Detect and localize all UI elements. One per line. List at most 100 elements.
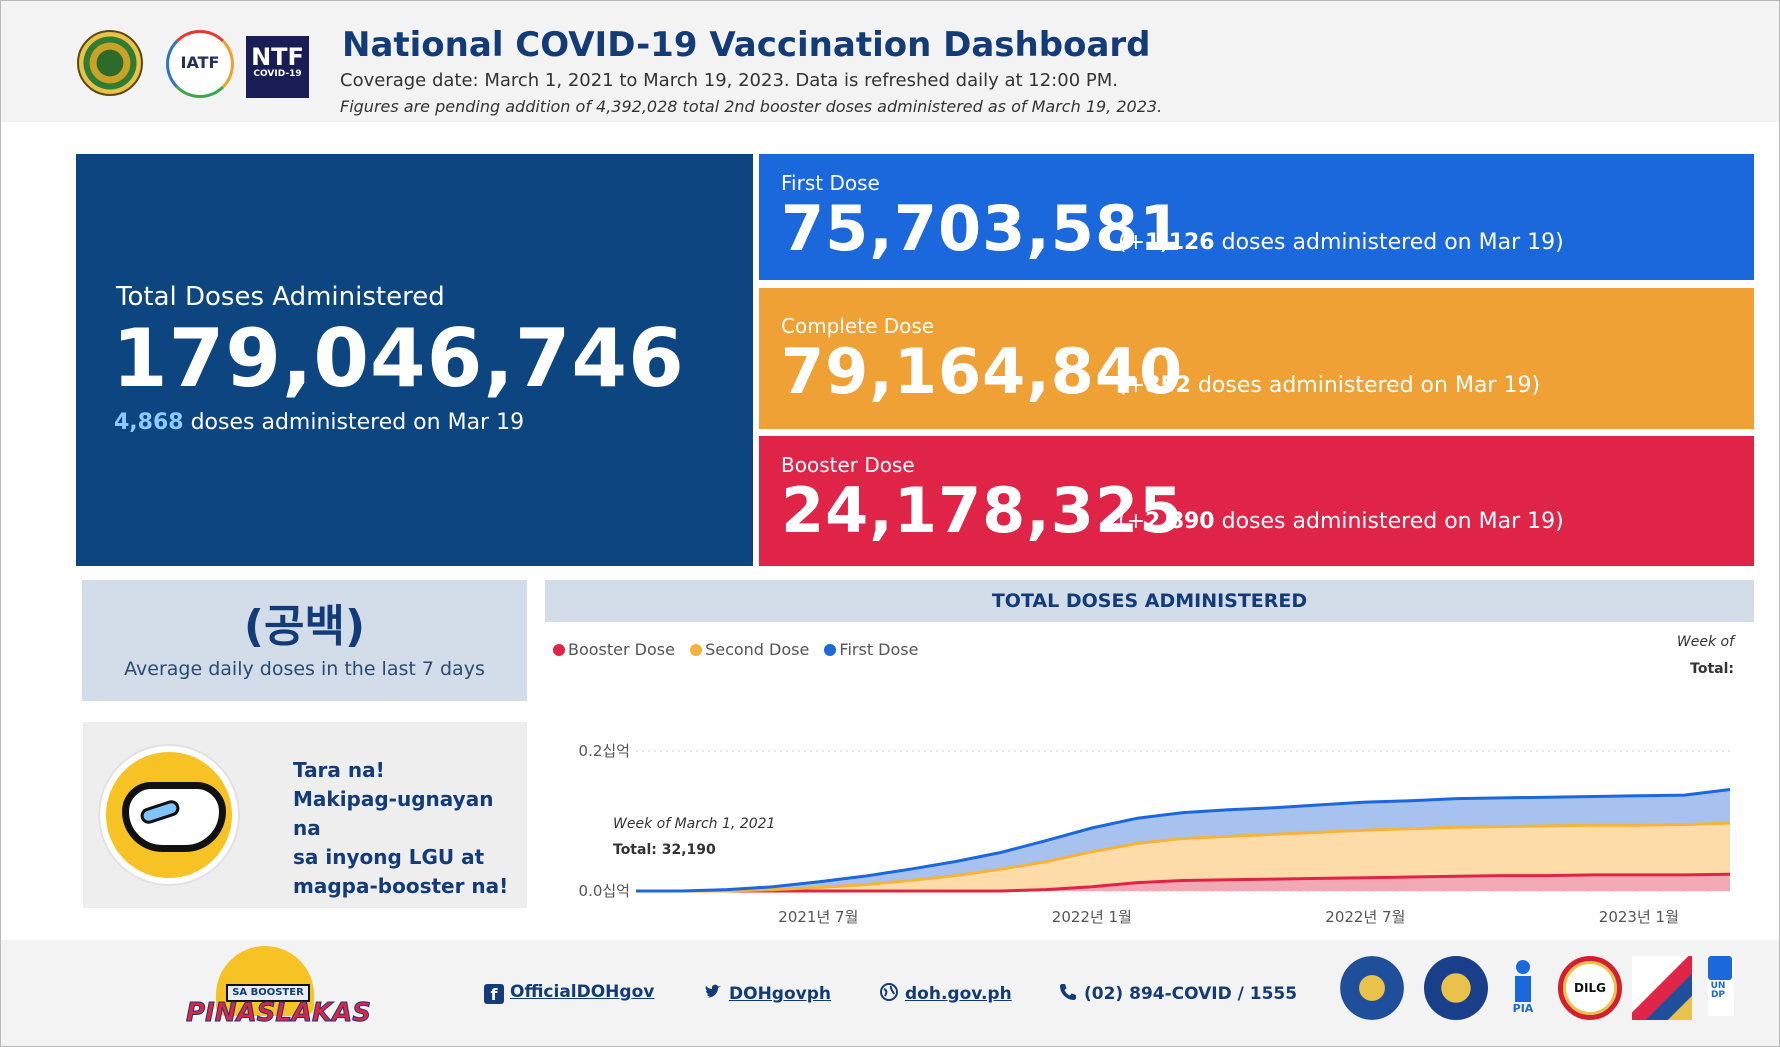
legend-item-second[interactable]: Second Dose (690, 640, 809, 659)
chart-title: TOTAL DOSES ADMINISTERED (545, 580, 1754, 622)
y-tick-label: 0.0십억 (579, 882, 630, 900)
promo-message: Tara na! Makipag-ugnayan na sa inyong LG… (293, 756, 527, 901)
legend-dot-second (690, 644, 703, 656)
total-daily-text: doses administered on Mar 19 (183, 410, 525, 435)
average-daily-value: (공백) (243, 601, 366, 652)
page-title: National COVID-19 Vaccination Dashboard (342, 25, 1151, 65)
second-dose-line (636, 821, 1731, 893)
complete-dose-value: 79,164,840 (781, 335, 1184, 408)
total-daily-doses: 4,868 doses administered on Mar 19 (114, 410, 524, 435)
first-dose-value: 75,703,581 (781, 192, 1184, 265)
doh-seal-logo (77, 30, 143, 96)
globe-icon (879, 982, 899, 1002)
tooltip-total: Total: 32,190 (613, 842, 716, 858)
complete-dose-delta-suffix: doses administered on Mar 19) (1190, 373, 1541, 398)
undp-globe-icon (1708, 956, 1732, 980)
arm-shape (122, 782, 226, 852)
pia-logo-head (1516, 960, 1530, 974)
booster-dose-delta: (+2,890 doses administered on Mar 19) (1118, 509, 1564, 534)
legend-item-first[interactable]: First Dose (824, 640, 918, 659)
complete-dose-card: Complete Dose 79,164,840 (+852 doses adm… (759, 288, 1754, 429)
promo-line-3: sa inyong LGU at (293, 845, 485, 869)
legend-dot-first (824, 644, 837, 656)
twitter-link[interactable]: DOHgovph (703, 982, 831, 1004)
tooltip-week: Week of March 1, 2021 (613, 816, 776, 832)
booster-promo-card: Tara na! Makipag-ugnayan na sa inyong LG… (83, 722, 527, 908)
legend-label-booster: Booster Dose (568, 640, 675, 659)
complete-dose-delta-count: 852 (1145, 373, 1191, 398)
pcoo-seal-icon (1340, 956, 1404, 1020)
ntf-logo: NTF COVID-19 (246, 36, 309, 98)
booster-dose-label: Booster Dose (781, 453, 915, 477)
website-url: doh.gov.ph (905, 984, 1012, 1004)
booster-dose-delta-suffix: doses administered on Mar 19) (1214, 509, 1564, 534)
tooltip-week-header: Week of (1676, 634, 1734, 650)
facebook-icon: f (484, 984, 504, 1004)
legend-label-first: First Dose (839, 640, 919, 659)
first-dose-delta-count: 1,126 (1145, 230, 1215, 255)
booster-dose-delta-count: 2,890 (1145, 509, 1215, 534)
first-dose-delta-prefix: (+ (1118, 230, 1146, 255)
first-dose-card: First Dose 75,703,581 (+1,126 doses admi… (759, 154, 1754, 280)
twitter-icon (703, 982, 723, 1002)
total-daily-count: 4,868 (114, 410, 184, 435)
undp-logo-text: UNDP (1710, 981, 1726, 1000)
booster-dose-card: Booster Dose 24,178,325 (+2,890 doses ad… (759, 436, 1754, 566)
legend-dot-booster (553, 644, 565, 656)
website-link[interactable]: doh.gov.ph (879, 982, 1012, 1004)
booster-dose-line (636, 872, 1731, 893)
first-dose-delta-suffix: doses administered on Mar 19) (1214, 230, 1564, 255)
legend-item-booster[interactable]: Booster Dose (553, 640, 675, 659)
presidential-seal-icon (1424, 956, 1488, 1020)
first-dose-area (636, 789, 1730, 891)
second-dose-area (636, 823, 1730, 891)
coverage-date: Coverage date: March 1, 2021 to March 19… (340, 70, 1118, 91)
booster-dose-value: 24,178,325 (781, 474, 1184, 547)
facebook-link[interactable]: f OfficialDOHgov (484, 982, 654, 1004)
first-dose-label: First Dose (781, 171, 880, 195)
x-tick-label: 2022년 1월 (1052, 908, 1132, 926)
promo-line-1: Tara na! (293, 758, 385, 782)
ntf-seal-icon (1632, 956, 1692, 1020)
average-daily-label: Average daily doses in the last 7 days (124, 658, 485, 680)
undp-logo: UNDP (1708, 956, 1734, 1016)
total-doses-value: 179,046,746 (112, 312, 685, 405)
pinaslakas-logo: SA BOOSTER PINASLAKAS (186, 946, 372, 1030)
promo-line-4: magpa-booster na! (293, 874, 509, 898)
x-tick-label: 2023년 1월 (1599, 908, 1679, 926)
booster-dose-delta-prefix: (+ (1118, 509, 1146, 534)
booster-note: Figures are pending addition of 4,392,02… (340, 97, 1163, 116)
total-doses-card: Total Doses Administered 179,046,746 4,8… (76, 154, 753, 566)
x-tick-label: 2022년 7월 (1325, 908, 1405, 926)
twitter-handle: DOHgovph (729, 984, 831, 1004)
dilg-seal-icon: DILG (1558, 956, 1622, 1020)
ntf-logo-subtext: COVID-19 (253, 69, 302, 79)
phone-icon (1058, 982, 1078, 1002)
pia-logo-text: PIA (1512, 1002, 1534, 1015)
booster-dose-area (636, 874, 1730, 891)
phone-link[interactable]: (02) 894-COVID / 1555 (1058, 982, 1297, 1004)
average-daily-card: (공백) Average daily doses in the last 7 d… (82, 580, 527, 701)
first-dose-delta: (+1,126 doses administered on Mar 19) (1118, 230, 1564, 255)
legend-label-second: Second Dose (705, 640, 810, 659)
chart-legend: Booster Dose Second Dose First Dose (553, 640, 928, 659)
pinaslakas-sun-shape (216, 946, 314, 1016)
x-tick-label: 2021년 7월 (778, 908, 858, 926)
facebook-handle: OfficialDOHgov (510, 982, 655, 1002)
iatf-logo-text: IATF (180, 53, 220, 72)
first-dose-line (636, 788, 1731, 893)
pinaslakas-wordmark: PINASLAKAS (186, 998, 372, 1029)
ntf-logo-text: NTF (251, 43, 304, 71)
pinaslakas-tag: SA BOOSTER (226, 984, 310, 1002)
header: IATF NTF COVID-19 National COVID-19 Vacc… (1, 1, 1779, 122)
dilg-seal-text: DILG (1574, 981, 1606, 995)
y-tick-label: 0.2십억 (579, 742, 630, 760)
pia-logo: PIA (1506, 956, 1540, 1020)
iatf-logo: IATF (166, 30, 234, 98)
promo-line-2: Makipag-ugnayan na (293, 787, 494, 840)
complete-dose-label: Complete Dose (781, 314, 935, 338)
pia-logo-body (1515, 976, 1531, 1002)
complete-dose-delta-prefix: (+ (1118, 373, 1146, 398)
total-doses-area-chart[interactable]: 0.0십억 0.2십억 2021년 7월 2022년 1월 2022년 7월 2023년 … (545, 730, 1754, 930)
phone-number: (02) 894-COVID / 1555 (1084, 984, 1298, 1004)
